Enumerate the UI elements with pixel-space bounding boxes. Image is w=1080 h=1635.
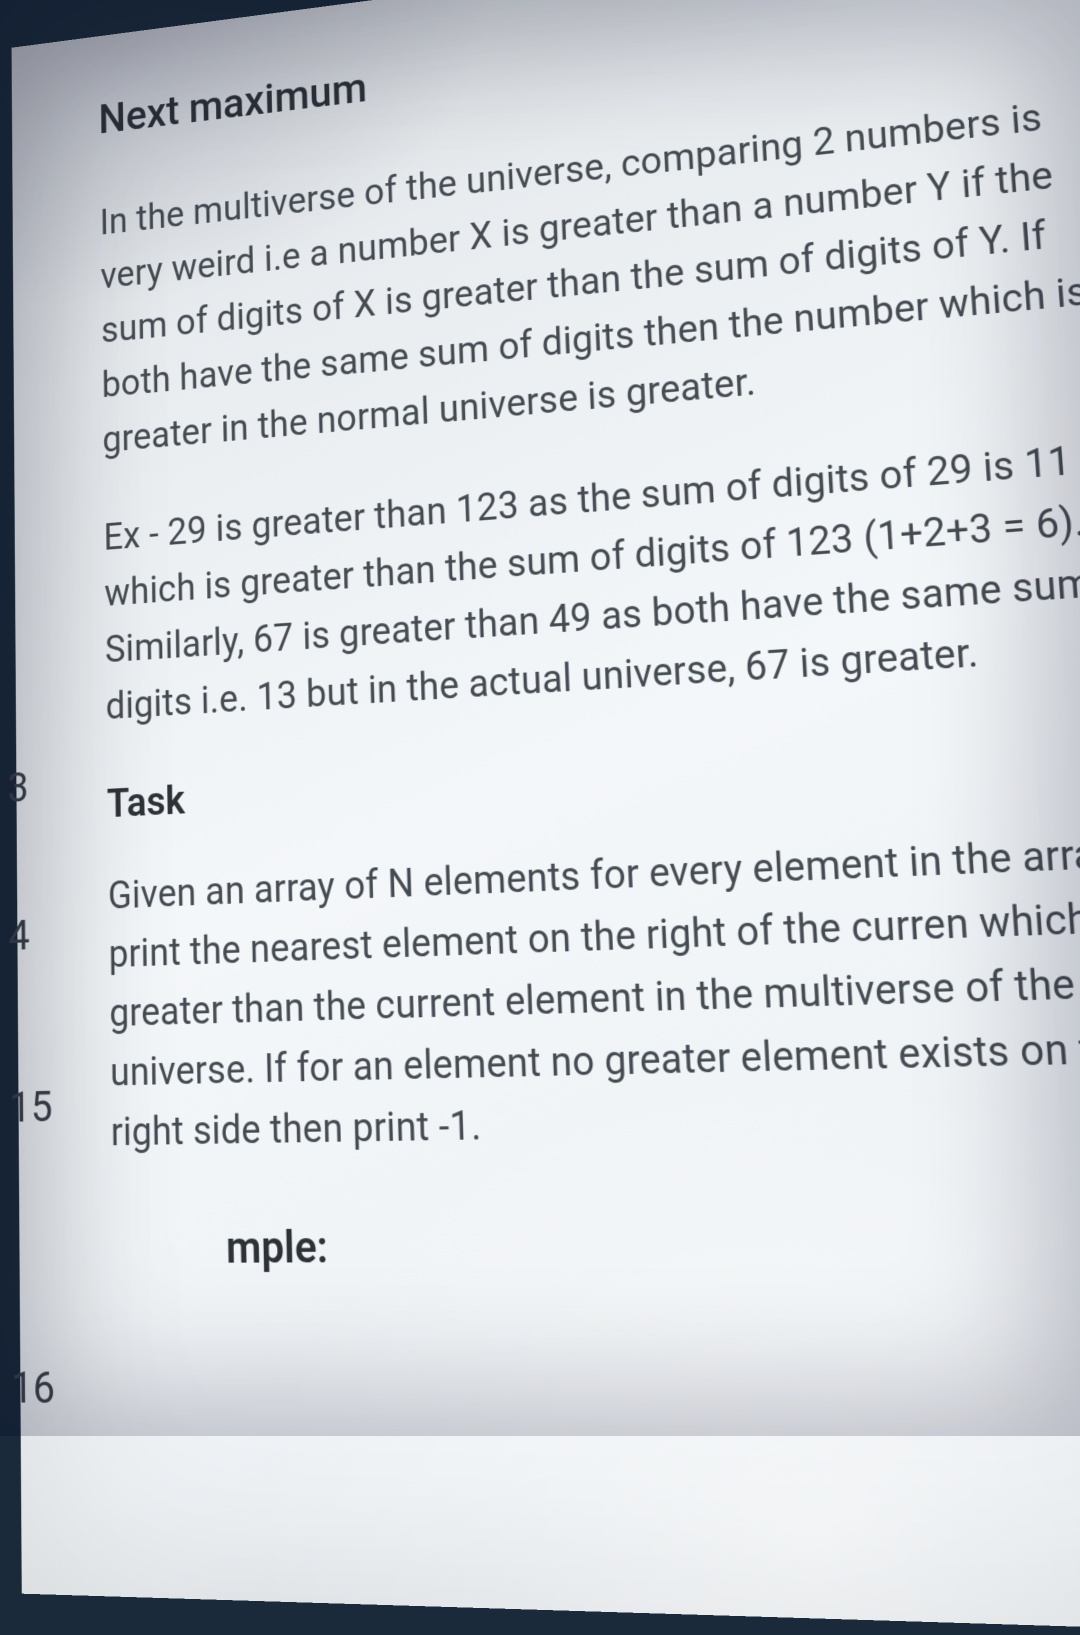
screen-surface: 3 4 15 16 Next maximum Max. score: 20.00… bbox=[12, 0, 1080, 1634]
rail-number-16: 16 bbox=[11, 1363, 55, 1414]
problem-content: Next maximum Max. score: 20.00 In the mu… bbox=[12, 0, 1080, 1275]
max-score-label: Max. score: 20.00 bbox=[821, 0, 1068, 3]
task-paragraph: Given an array of N elements for every e… bbox=[108, 821, 1080, 1163]
example-heading-fragment: mple: bbox=[226, 1216, 1080, 1275]
example-paragraph: Ex - 29 is greater than 123 as the sum o… bbox=[103, 427, 1080, 737]
intro-paragraph: In the multiverse of the universe, compa… bbox=[100, 81, 1080, 468]
task-heading: Task bbox=[107, 723, 1080, 827]
problem-title: Next maximum bbox=[98, 63, 367, 143]
